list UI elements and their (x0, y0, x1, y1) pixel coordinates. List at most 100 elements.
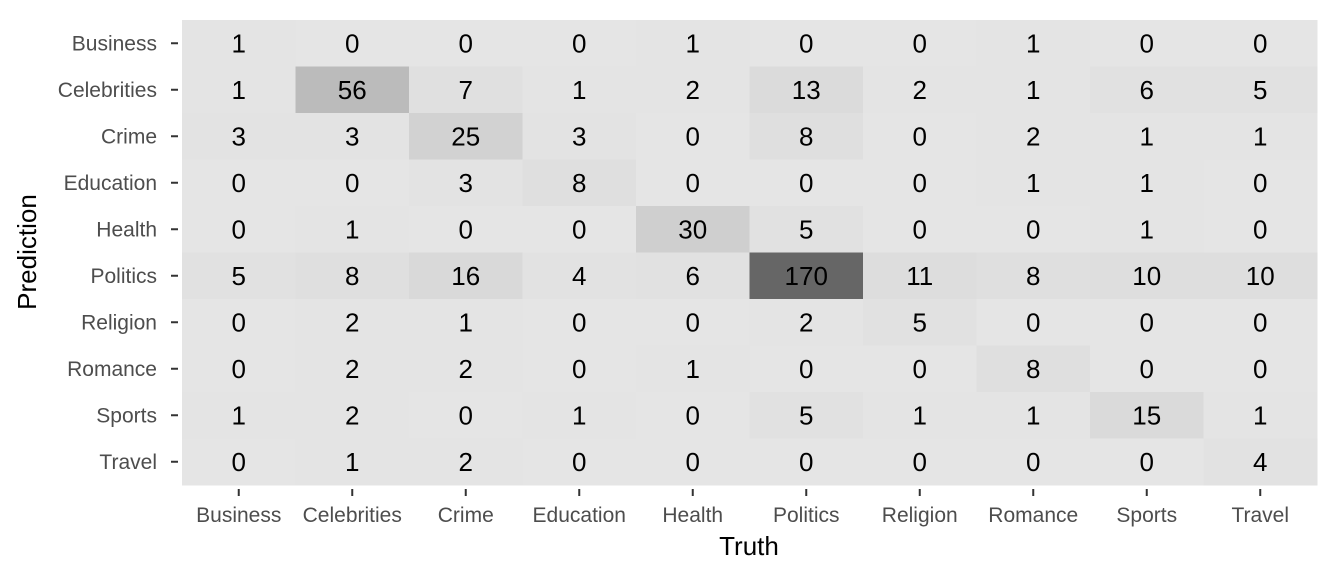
heatmap-cell (1203, 252, 1318, 300)
heatmap-cell (295, 252, 410, 300)
cell-value-label: 8 (1026, 261, 1040, 291)
heatmap-cell (636, 66, 750, 114)
y-tick-label: Travel (99, 451, 157, 474)
heatmap-cell (636, 113, 750, 160)
heatmap-cell (863, 252, 977, 300)
x-tick-label: Health (662, 504, 723, 527)
y-tick-label: Religion (81, 311, 157, 334)
cell-value-label: 0 (232, 447, 246, 477)
cell-value-label: 5 (913, 307, 927, 337)
cell-value-label: 2 (686, 75, 700, 105)
heatmap-cell (522, 159, 637, 207)
heatmap-cell (636, 392, 750, 439)
cell-value-label: 5 (799, 400, 813, 430)
cell-value-label: 0 (913, 354, 927, 384)
heatmap-cell (295, 159, 410, 207)
cell-value-label: 0 (913, 28, 927, 58)
cell-value-label: 4 (572, 261, 586, 291)
cell-value-label: 0 (1140, 28, 1154, 58)
heatmap-cell (1090, 20, 1204, 67)
heatmap-cell (976, 20, 1091, 67)
heatmap-cell (1090, 392, 1204, 439)
heatmap-cell (522, 299, 637, 346)
y-tick-label: Business (72, 32, 157, 55)
heatmap-cell (1090, 66, 1204, 114)
x-tick-label: Politics (773, 504, 840, 527)
cell-value-label: 0 (572, 354, 586, 384)
heatmap-cell (863, 299, 977, 346)
x-tick-label: Business (196, 504, 281, 527)
cell-value-label: 8 (345, 261, 359, 291)
heatmap-cell (522, 345, 637, 393)
cell-value-label: 0 (232, 214, 246, 244)
cell-value-label: 0 (686, 168, 700, 198)
heatmap-cell (636, 206, 750, 253)
heatmap-cell (409, 66, 523, 114)
heatmap-cell (1090, 113, 1204, 160)
cell-value-label: 0 (1253, 28, 1267, 58)
heatmap-cell (1090, 252, 1204, 300)
cell-value-label: 0 (1253, 307, 1267, 337)
cell-value-label: 3 (232, 121, 246, 151)
heatmap-cell (295, 392, 410, 439)
cell-value-label: 25 (451, 121, 480, 151)
x-tick-label: Sports (1116, 504, 1177, 527)
cell-value-label: 0 (1140, 307, 1154, 337)
heatmap-cell (1203, 345, 1318, 393)
heatmap-cell (522, 438, 637, 486)
cell-value-label: 6 (686, 261, 700, 291)
cell-value-label: 7 (459, 75, 473, 105)
heatmap-cell (863, 113, 977, 160)
cell-value-label: 0 (686, 447, 700, 477)
heatmap-cell (522, 392, 637, 439)
cell-value-label: 1 (459, 307, 473, 337)
cell-value-label: 8 (1026, 354, 1040, 384)
cell-value-label: 0 (1026, 447, 1040, 477)
heatmap-cell (636, 299, 750, 346)
x-axis-title: Truth (719, 531, 779, 561)
cell-value-label: 0 (232, 354, 246, 384)
cell-value-label: 1 (232, 400, 246, 430)
heatmap-cell (749, 66, 864, 114)
cell-value-label: 2 (459, 447, 473, 477)
heatmap-cell (1090, 438, 1204, 486)
heatmap-cell (976, 438, 1091, 486)
heatmap-cell (1203, 113, 1318, 160)
x-axis: Business Celebrities Crime Education Health P… (196, 489, 1289, 527)
heatmap-cell (295, 20, 410, 67)
cell-value-label: 2 (345, 354, 359, 384)
cell-value-label: 5 (1253, 75, 1267, 105)
heatmap-cell (976, 66, 1091, 114)
cell-value-label: 1 (1140, 168, 1154, 198)
heatmap-cell (976, 159, 1091, 207)
heatmap-cell (1203, 206, 1318, 253)
cell-value-label: 0 (1140, 447, 1154, 477)
heatmap-cell (409, 299, 523, 346)
cell-value-label: 0 (459, 28, 473, 58)
heatmap-cell (409, 206, 523, 253)
heatmap-cell (636, 345, 750, 393)
x-tick-label: Romance (988, 504, 1078, 527)
heatmap-cell (749, 252, 864, 300)
x-tick-label: Crime (438, 504, 494, 527)
y-tick-label: Politics (90, 265, 157, 288)
heatmap-cell (749, 299, 864, 346)
heatmap-cell (182, 252, 296, 300)
cell-value-label: 0 (1140, 354, 1154, 384)
heatmap-cell (1203, 66, 1318, 114)
cell-value-label: 1 (686, 28, 700, 58)
heatmap-cell (409, 345, 523, 393)
y-tick-label: Education (64, 172, 157, 195)
y-tick-label: Sports (96, 404, 157, 427)
heatmap-cell (409, 113, 523, 160)
heatmap-cell (976, 345, 1091, 393)
y-axis: Business Celebrities Crime Education Health P… (58, 32, 178, 474)
heatmap-cell (182, 345, 296, 393)
cell-value-label: 170 (785, 261, 828, 291)
cell-value-label: 0 (232, 307, 246, 337)
cell-value-label: 1 (1026, 28, 1040, 58)
cell-value-label: 30 (678, 214, 707, 244)
heatmap-cell (976, 299, 1091, 346)
heatmap-cell (295, 438, 410, 486)
cell-value-label: 0 (913, 168, 927, 198)
